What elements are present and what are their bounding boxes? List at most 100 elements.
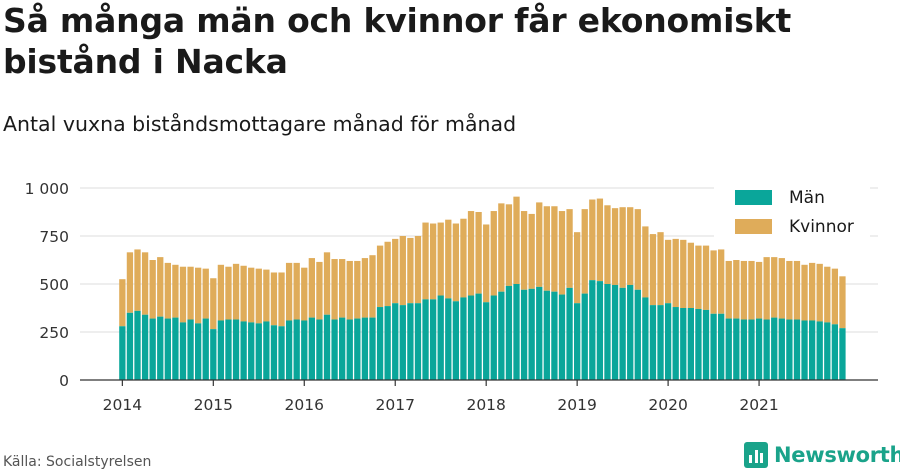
legend-swatch-kvinnor [735, 219, 772, 234]
bar-man [831, 324, 839, 380]
bar-kvinnor [536, 202, 543, 287]
bar-kvinnor [278, 272, 285, 327]
bar-man [513, 284, 520, 380]
bar-kvinnor [157, 257, 164, 317]
bar-kvinnor [134, 249, 141, 311]
bar-man [657, 305, 664, 380]
bar-kvinnor [680, 239, 687, 308]
bar-kvinnor [801, 264, 808, 321]
brand-logo[interactable]: Newsworthy [744, 442, 900, 468]
bar-kvinnor [263, 269, 270, 322]
bar-man [384, 306, 391, 380]
bar-man [680, 308, 687, 380]
bar-man [596, 281, 604, 380]
bar-man [392, 303, 399, 380]
bar-kvinnor [467, 211, 475, 296]
bar-man [589, 280, 596, 380]
bar-man [376, 307, 384, 380]
bar-man [627, 284, 634, 380]
bar-kvinnor [755, 261, 763, 319]
y-tick-label: 1 000 [25, 180, 69, 198]
bar-man [490, 295, 497, 380]
bar-kvinnor [399, 236, 406, 306]
bar-man [672, 307, 679, 380]
bar-man [346, 319, 353, 380]
bar-kvinnor [126, 252, 134, 313]
bar-kvinnor [771, 257, 778, 318]
x-tick-label: 2014 [103, 396, 142, 414]
bar-man [664, 303, 672, 380]
bar-kvinnor [748, 260, 755, 320]
bar-man [748, 319, 755, 380]
bar-kvinnor [611, 208, 619, 285]
bar-kvinnor [778, 258, 785, 319]
bar-man [816, 321, 823, 380]
bar-man [316, 319, 323, 380]
x-tick-label: 2018 [466, 396, 505, 414]
bar-man [483, 302, 490, 380]
newsworthy-logo-icon [744, 442, 768, 468]
bar-man [202, 318, 209, 380]
bar-man [354, 318, 361, 380]
bar-man [301, 320, 308, 380]
bar-man [429, 299, 437, 380]
bar-kvinnor [179, 266, 187, 323]
bar-man [634, 289, 641, 380]
bar-kvinnor [429, 223, 437, 300]
bar-kvinnor [808, 262, 816, 321]
bar-kvinnor [740, 260, 748, 320]
x-tick-label: 2019 [557, 396, 596, 414]
x-tick-label: 2015 [194, 396, 233, 414]
bar-man [460, 297, 467, 380]
bar-kvinnor [718, 249, 725, 314]
bar-kvinnor [172, 264, 179, 318]
bar-man [498, 291, 505, 380]
bar-kvinnor [710, 250, 717, 314]
bar-kvinnor [475, 212, 482, 294]
bar-man [217, 320, 225, 380]
y-tick-label: 750 [39, 228, 69, 246]
bar-man [824, 322, 831, 380]
bar-kvinnor [187, 266, 194, 320]
bar-kvinnor [831, 268, 839, 325]
bar-man [445, 298, 452, 380]
bar-man [801, 320, 808, 380]
bar-kvinnor [589, 199, 596, 281]
bar-kvinnor [210, 278, 217, 330]
bar-kvinnor [528, 213, 535, 289]
bar-man [225, 319, 232, 380]
bar-kvinnor [285, 262, 293, 321]
bar-kvinnor [141, 252, 149, 315]
bar-man [604, 284, 611, 380]
bar-man [414, 303, 422, 380]
bar-man [126, 312, 134, 380]
bar-man [164, 318, 171, 380]
bar-kvinnor [331, 259, 338, 320]
bar-kvinnor [293, 262, 300, 320]
bar-kvinnor [301, 267, 308, 321]
y-tick-label: 250 [39, 324, 69, 342]
bar-man [210, 329, 217, 380]
chart-title: Så många män och kvinnor får ekonomiskt … [3, 1, 792, 81]
bar-kvinnor [376, 245, 384, 308]
bar-man [323, 314, 331, 380]
bar-man [778, 318, 785, 380]
bar-man [308, 317, 315, 380]
bar-kvinnor [354, 260, 361, 319]
bar-kvinnor [657, 232, 664, 306]
bar-man [687, 308, 694, 380]
bar-man [520, 289, 528, 380]
bar-man [369, 317, 376, 380]
bar-man [755, 318, 763, 380]
bar-man [293, 319, 300, 380]
bar-kvinnor [793, 260, 801, 320]
bar-kvinnor [217, 264, 225, 321]
bar-kvinnor [824, 266, 831, 323]
bar-kvinnor [664, 239, 672, 304]
bar-man [452, 301, 460, 380]
bar-kvinnor [566, 209, 573, 288]
bar-man [149, 318, 156, 380]
bar-kvinnor [119, 279, 126, 327]
bar-kvinnor [316, 261, 323, 320]
bar-man [331, 319, 338, 380]
